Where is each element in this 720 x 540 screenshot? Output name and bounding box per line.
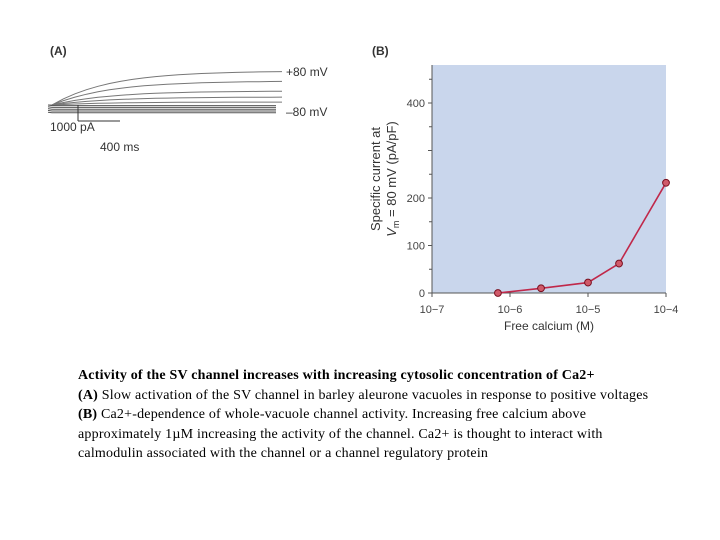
data-point-1 (494, 289, 502, 297)
y-axis-label-v: V (384, 227, 399, 237)
trace-depolarized-4 (48, 96, 283, 106)
caption-b-text: Ca2+-dependence of whole-vacuole channel… (78, 407, 603, 461)
caption-a: (A) Slow activation of the SV channel in… (78, 386, 658, 406)
x-tick-label-2: 10−5 (576, 304, 601, 316)
x-axis-label: Free calcium (M) (504, 319, 594, 333)
y-tick-label-100: 100 (407, 241, 425, 253)
x-tick-label-1: 10−6 (498, 304, 523, 316)
scale-bar-time-label: 400 ms (100, 140, 139, 154)
caption-b: (B) Ca2+-dependence of whole-vacuole cha… (78, 405, 658, 464)
caption-a-text: Slow activation of the SV channel in bar… (101, 387, 649, 403)
panel-b-label: (B) (372, 44, 389, 58)
trace-hyperpolarized-2 (47, 106, 276, 108)
caption-b-tag: (B) (78, 407, 98, 422)
data-point-2 (537, 284, 545, 293)
data-point-3 (584, 278, 592, 287)
y-tick-label-200: 200 (407, 193, 425, 205)
trace-hyperpolarized-1 (47, 104, 276, 107)
current-traces (47, 71, 283, 114)
y-axis-label-line1: Specific current at (368, 127, 383, 231)
panel-a-label: (A) (50, 44, 67, 58)
trace-hyperpolarized-5 (47, 111, 276, 114)
caption-title: Activity of the SV channel increases wit… (78, 368, 595, 383)
trace-label-plus80: +80 mV (286, 65, 328, 79)
trace-hyperpolarized-4 (47, 109, 276, 112)
y-axis-ticks: 0 100 200 400 (407, 78, 432, 300)
x-tick-label-0: 10−7 (420, 304, 445, 316)
figure-caption: Activity of the SV channel increases wit… (78, 366, 658, 464)
trace-hyperpolarized-3 (47, 108, 276, 110)
trace-label-minus80: –80 mV (286, 105, 327, 119)
scale-bar-current-label: 1000 pA (50, 120, 95, 134)
series-calcium (494, 178, 670, 297)
plot-area (432, 65, 666, 293)
panel-a-traces-chart: +80 mV –80 mV 1000 pA 400 ms (47, 65, 328, 154)
y-axis-label-line2: Vm = 80 mV (pA/pF) (384, 121, 401, 237)
trace-depolarized-2 (48, 80, 283, 106)
panel-b-calcium-chart: 0 100 200 400 10−7 10−6 10−5 10−4 Free calcium… (368, 65, 679, 333)
caption-a-tag: (A) (78, 387, 99, 403)
y-tick-label-0: 0 (419, 288, 425, 300)
data-point-5 (662, 178, 670, 187)
trace-depolarized-1 (48, 71, 283, 106)
y-tick-label-400: 400 (407, 98, 425, 110)
x-tick-label-3: 10−4 (654, 304, 679, 316)
trace-depolarized-5 (48, 101, 282, 106)
data-point-4 (615, 259, 623, 268)
trace-depolarized-3 (48, 90, 282, 106)
y-axis-label-rest: = 80 mV (pA/pF) (384, 121, 399, 220)
x-axis-ticks: 10−7 10−6 10−5 10−4 (420, 293, 679, 316)
y-axis-label-subscript: m (391, 221, 401, 229)
